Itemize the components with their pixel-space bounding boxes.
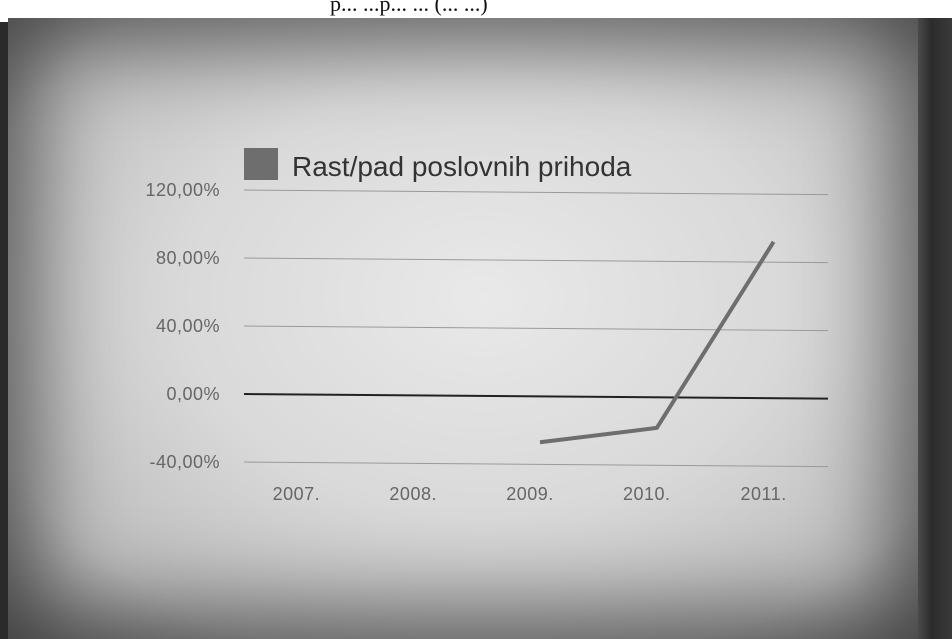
grid-line xyxy=(243,461,829,468)
top-caption-text: p... ...p... ... (... ...) xyxy=(330,0,488,16)
monitor-screen xyxy=(8,18,920,639)
top-caption-strip: p... ...p... ... (... ...) xyxy=(0,0,952,22)
y-tick-label: 0,00% xyxy=(166,384,220,404)
legend-swatch xyxy=(244,148,278,180)
grid-line xyxy=(243,257,829,264)
grid-lines xyxy=(243,189,829,468)
x-tick-label: 2008. xyxy=(389,484,437,504)
zero-baseline xyxy=(243,393,829,400)
y-tick-label: 40,00% xyxy=(156,316,220,336)
y-tick-label: -40,00% xyxy=(149,452,220,472)
y-tick-label: 120,00% xyxy=(145,180,220,200)
legend: Rast/pad poslovnih prihoda xyxy=(244,148,632,182)
grid-line xyxy=(243,325,829,332)
y-tick-label: 80,00% xyxy=(156,248,220,268)
y-axis-tick-labels: 120,00% 80,00% 40,00% 0,00% -40,00% xyxy=(145,180,220,472)
legend-label: Rast/pad poslovnih prihoda xyxy=(292,151,632,182)
series-line xyxy=(539,240,776,445)
monitor-bezel xyxy=(918,18,952,639)
x-tick-label: 2010. xyxy=(623,484,671,504)
x-tick-label: 2009. xyxy=(506,484,554,504)
x-tick-label: 2007. xyxy=(273,484,321,504)
grid-line xyxy=(243,189,829,196)
x-axis-tick-labels: 2007. 2008. 2009. 2010. 2011. xyxy=(273,484,787,504)
series-lines xyxy=(539,240,776,445)
x-tick-label: 2011. xyxy=(740,484,786,504)
